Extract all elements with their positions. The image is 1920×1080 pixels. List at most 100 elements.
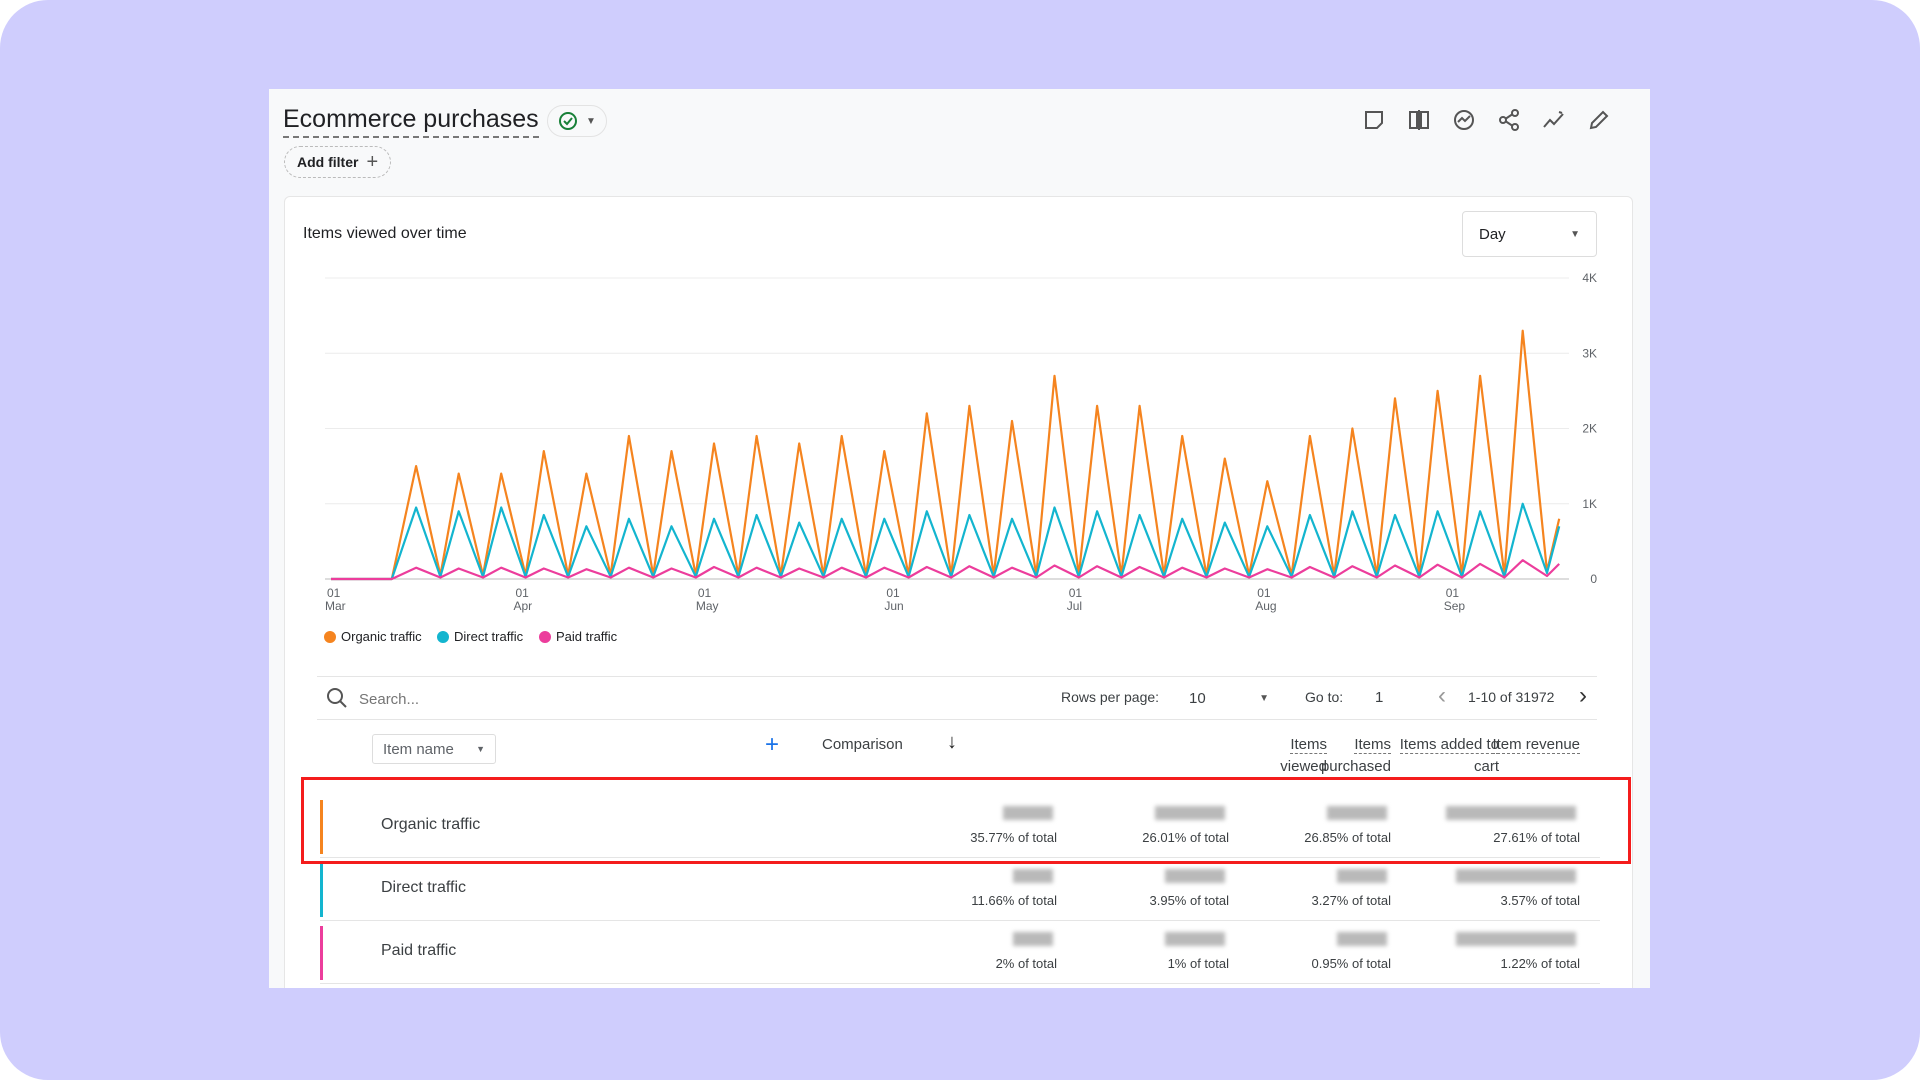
row-name: Organic traffic xyxy=(381,816,481,833)
dimension-value: Item name xyxy=(383,740,454,758)
report-title[interactable]: Ecommerce purchases xyxy=(283,105,539,138)
percent-of-total: 27.61% of total xyxy=(1493,830,1580,845)
x-tick-label: Aug xyxy=(1255,599,1276,613)
x-tick-label: 01 xyxy=(1257,586,1271,600)
trend-icon[interactable] xyxy=(1539,105,1569,135)
series-line-direct-traffic xyxy=(331,502,1561,581)
next-page-icon[interactable]: › xyxy=(1579,682,1587,709)
col-label: Items xyxy=(1354,736,1391,754)
y-tick-label: 1K xyxy=(1582,497,1597,511)
check-circle-icon xyxy=(559,112,578,130)
chart-title: Items viewed over time xyxy=(303,225,467,242)
line-chart: 01K2K3K4K01Mar01Apr01May01Jun01Jul01Aug0… xyxy=(325,271,1597,613)
col-items-added-to-cart[interactable]: Items added to cart xyxy=(1399,734,1499,778)
prev-page-icon[interactable]: ‹ xyxy=(1438,682,1446,709)
x-tick-label: 01 xyxy=(698,586,712,600)
x-tick-label: 01 xyxy=(886,586,900,600)
note-icon[interactable] xyxy=(1359,105,1389,135)
plus-icon: + xyxy=(366,150,379,173)
compare-icon[interactable] xyxy=(1404,105,1434,135)
percent-of-total: 2% of total xyxy=(995,956,1057,971)
redacted-value xyxy=(1165,932,1225,946)
legend-label: Organic traffic xyxy=(341,629,422,644)
table-row[interactable]: Organic traffic 35.77% of total 26.01% o… xyxy=(320,796,1600,858)
percent-of-total: 1.22% of total xyxy=(1500,956,1581,971)
percent-of-total: 3.57% of total xyxy=(1500,893,1581,908)
rows-per-page-value: 10 xyxy=(1189,689,1206,707)
status-dropdown[interactable]: ▼ xyxy=(547,105,607,137)
redacted-value xyxy=(1165,869,1225,883)
search-input[interactable] xyxy=(359,686,659,712)
y-tick-label: 0 xyxy=(1590,572,1597,586)
row-color-bar xyxy=(320,863,323,917)
add-comparison-icon[interactable]: + xyxy=(765,731,780,758)
redacted-value xyxy=(1456,932,1576,946)
percent-of-total: 11.66% of total xyxy=(971,893,1057,908)
redacted-value xyxy=(1446,806,1576,820)
caret-down-icon: ▼ xyxy=(1570,228,1580,240)
sort-arrow-down-icon[interactable]: ↓ xyxy=(947,731,957,753)
goto-input[interactable]: 1 xyxy=(1375,689,1384,706)
x-tick-label: 01 xyxy=(1446,586,1460,600)
row-color-bar xyxy=(320,926,323,980)
col-item-revenue[interactable]: Item revenue xyxy=(1440,734,1580,756)
x-tick-label: 01 xyxy=(1069,586,1083,600)
redacted-value xyxy=(1456,869,1576,883)
caret-down-icon: ▼ xyxy=(586,115,596,127)
add-filter-button[interactable]: Add filter + xyxy=(284,146,392,178)
percent-of-total: 3.27% of total xyxy=(1311,893,1392,908)
redacted-value xyxy=(1013,932,1053,946)
percent-of-total: 26.85% of total xyxy=(1304,830,1391,845)
row-name: Paid traffic xyxy=(381,942,457,959)
redacted-value xyxy=(1155,806,1225,820)
redacted-value xyxy=(1013,869,1053,883)
row-color-bar xyxy=(320,800,323,854)
dimension-select[interactable]: Item name ▼ xyxy=(372,734,496,764)
legend-dot xyxy=(539,630,551,643)
percent-of-total: 26.01% of total xyxy=(1142,830,1229,845)
legend-dot xyxy=(437,630,449,643)
legend-organic[interactable]: Organic traffic xyxy=(324,629,422,644)
series-line-paid-traffic xyxy=(331,559,1560,581)
x-tick-label: Jul xyxy=(1067,599,1082,613)
col-items-purchased[interactable]: Items purchased xyxy=(1291,734,1391,778)
y-tick-label: 2K xyxy=(1582,422,1597,436)
comparison-header: Comparison xyxy=(822,736,903,753)
percent-of-total: 0.95% of total xyxy=(1311,956,1392,971)
col-label: viewed xyxy=(1280,758,1327,775)
report-card: Ecommerce purchases ▼ Add filter + Items … xyxy=(269,89,1650,988)
redacted-value xyxy=(1003,806,1053,820)
granularity-select[interactable]: Day ▼ xyxy=(1462,211,1597,257)
col-label: Items added to xyxy=(1399,736,1499,754)
x-tick-label: 01 xyxy=(327,586,341,600)
col-label: cart xyxy=(1473,758,1499,775)
redacted-value xyxy=(1337,932,1387,946)
percent-of-total: 3.95% of total xyxy=(1149,893,1230,908)
insights-icon[interactable] xyxy=(1449,105,1479,135)
table-row[interactable]: Paid traffic 2% of total 1% of total 0.9… xyxy=(320,922,1600,984)
legend-dot xyxy=(324,630,336,643)
percent-of-total: 35.77% of total xyxy=(970,830,1057,845)
search-icon xyxy=(327,688,347,708)
goto-label: Go to: xyxy=(1305,689,1344,705)
highlight-box xyxy=(301,777,1631,864)
edit-icon[interactable] xyxy=(1584,105,1614,135)
divider xyxy=(317,719,1597,720)
caret-down-icon: ▼ xyxy=(1259,692,1269,704)
col-items-viewed[interactable]: Items viewed xyxy=(1280,734,1327,778)
x-tick-label: May xyxy=(696,599,719,613)
legend-paid[interactable]: Paid traffic xyxy=(539,629,617,644)
x-tick-label: Mar xyxy=(325,599,346,613)
row-name: Direct traffic xyxy=(381,879,467,896)
table-row[interactable]: Direct traffic 11.66% of total 3.95% of … xyxy=(320,859,1600,921)
percent-of-total: 1% of total xyxy=(1167,956,1229,971)
x-tick-label: Jun xyxy=(884,599,903,613)
share-icon[interactable] xyxy=(1494,105,1524,135)
col-label: Items xyxy=(1290,736,1327,754)
redacted-value xyxy=(1337,869,1387,883)
chart-panel xyxy=(284,196,1633,988)
rows-per-page-select[interactable]: 10 ▼ xyxy=(1189,685,1269,711)
add-filter-label: Add filter xyxy=(297,154,359,170)
x-tick-label: Sep xyxy=(1444,599,1466,613)
legend-direct[interactable]: Direct traffic xyxy=(437,629,523,644)
